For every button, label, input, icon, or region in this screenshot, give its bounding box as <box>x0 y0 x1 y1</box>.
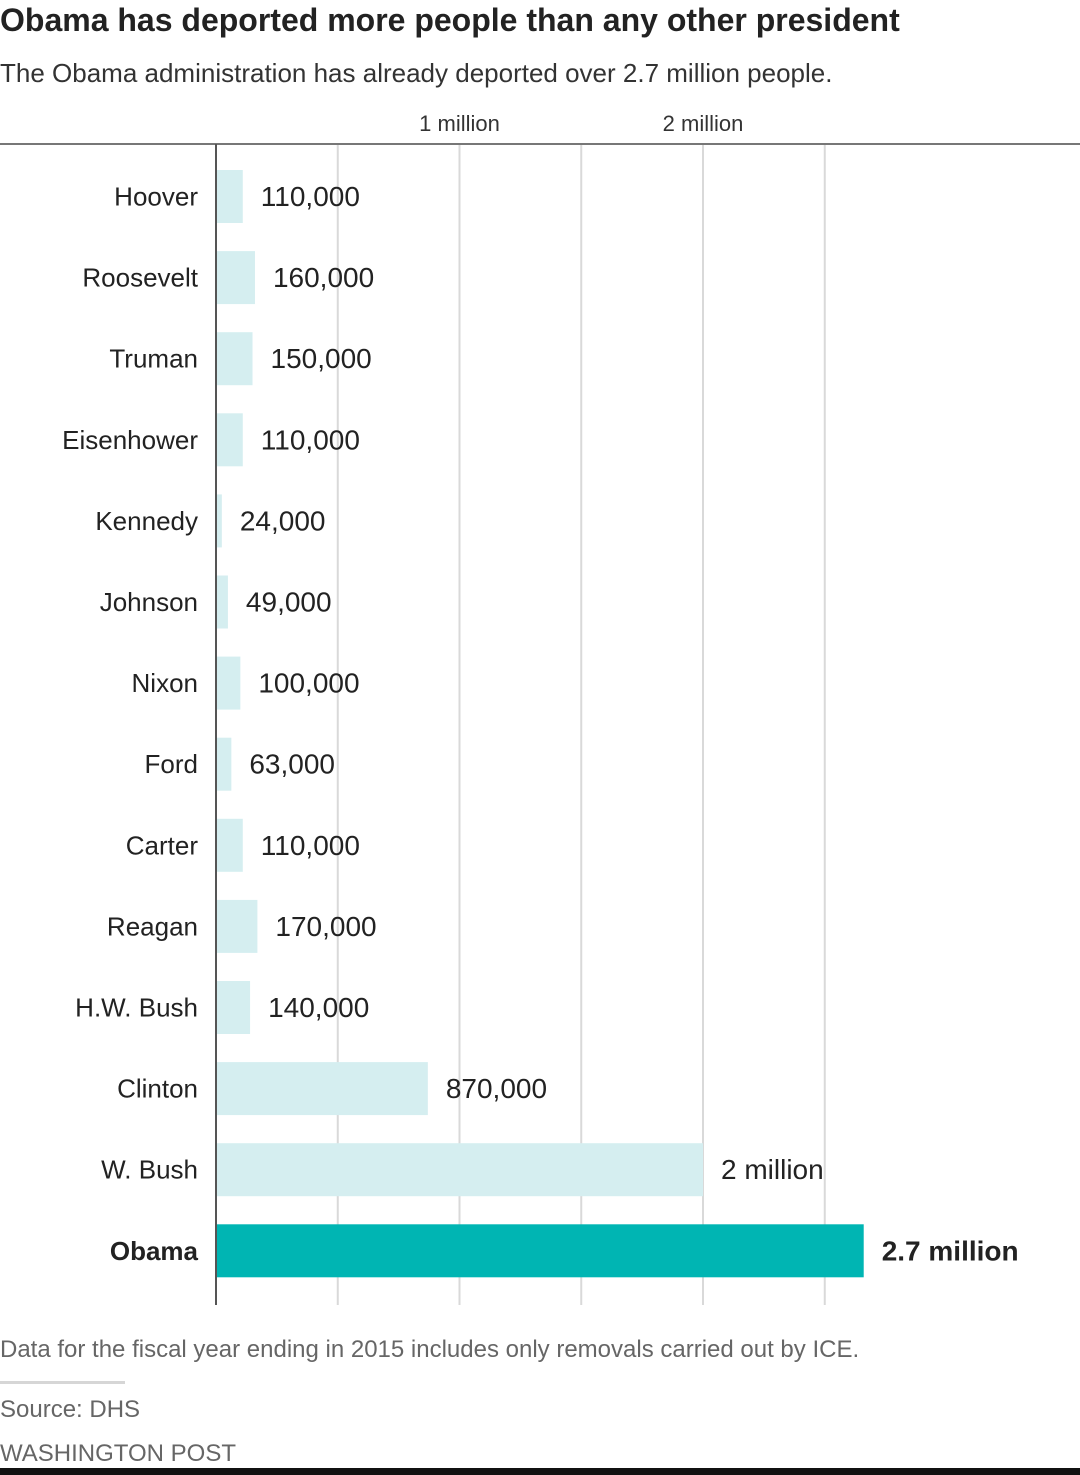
value-label: 870,000 <box>446 1073 547 1104</box>
value-label: 100,000 <box>258 668 359 699</box>
deportations-bar-chart: 1 million 2 million Hoover 110,000 Roosevelt… <box>0 111 1080 1305</box>
bar-hoover <box>216 170 243 223</box>
category-label: Obama <box>110 1236 199 1266</box>
category-label: W. Bush <box>101 1155 198 1185</box>
category-label: Carter <box>126 830 199 860</box>
chart-note: Data for the fiscal year ending in 2015 … <box>0 1336 860 1363</box>
value-label: 150,000 <box>271 343 372 374</box>
x-tick-label: 1 million <box>419 111 500 136</box>
chart-title: Obama has deported more people than any … <box>0 2 900 38</box>
category-label: Truman <box>109 344 198 374</box>
value-label: 24,000 <box>240 505 326 536</box>
footer-divider <box>0 1381 125 1384</box>
bar-clinton <box>216 1062 428 1116</box>
bar-ford <box>216 737 232 791</box>
bar-carter <box>216 818 243 872</box>
x-tick-label: 2 million <box>663 111 744 136</box>
category-label: Eisenhower <box>62 425 198 455</box>
bar-reagan <box>216 899 258 953</box>
bar-nixon <box>216 656 241 710</box>
value-label: 49,000 <box>246 587 332 618</box>
category-label: Ford <box>145 749 198 779</box>
bar-obama <box>216 1224 864 1278</box>
value-label: 2.7 million <box>882 1235 1019 1266</box>
value-label: 140,000 <box>268 992 369 1023</box>
bar-h-w-bush <box>216 981 251 1034</box>
bar-w-bush <box>216 1143 703 1197</box>
bar-roosevelt <box>216 251 255 305</box>
bottom-bar <box>0 1468 1080 1475</box>
bar-eisenhower <box>216 413 243 467</box>
category-label: Johnson <box>100 587 198 617</box>
value-label: 160,000 <box>273 262 374 293</box>
bar-kennedy <box>216 494 222 548</box>
value-label: 110,000 <box>261 181 360 212</box>
value-label: 110,000 <box>261 830 360 861</box>
value-label: 63,000 <box>249 749 335 780</box>
chart-source: Source: DHS <box>0 1396 141 1423</box>
bar-johnson <box>216 575 228 629</box>
chart-subtitle: The Obama administration has already dep… <box>0 58 833 88</box>
value-label: 110,000 <box>261 424 360 455</box>
value-label: 170,000 <box>275 911 376 942</box>
category-label: Hoover <box>114 182 198 212</box>
category-label: Kennedy <box>95 506 198 536</box>
category-label: H.W. Bush <box>75 993 198 1023</box>
bar-truman <box>216 332 253 386</box>
category-label: Reagan <box>107 911 198 941</box>
category-label: Nixon <box>132 668 198 698</box>
category-label: Clinton <box>117 1074 198 1104</box>
category-label: Roosevelt <box>82 263 198 293</box>
value-label: 2 million <box>721 1154 824 1185</box>
publisher-credit: WASHINGTON POST <box>0 1440 237 1467</box>
